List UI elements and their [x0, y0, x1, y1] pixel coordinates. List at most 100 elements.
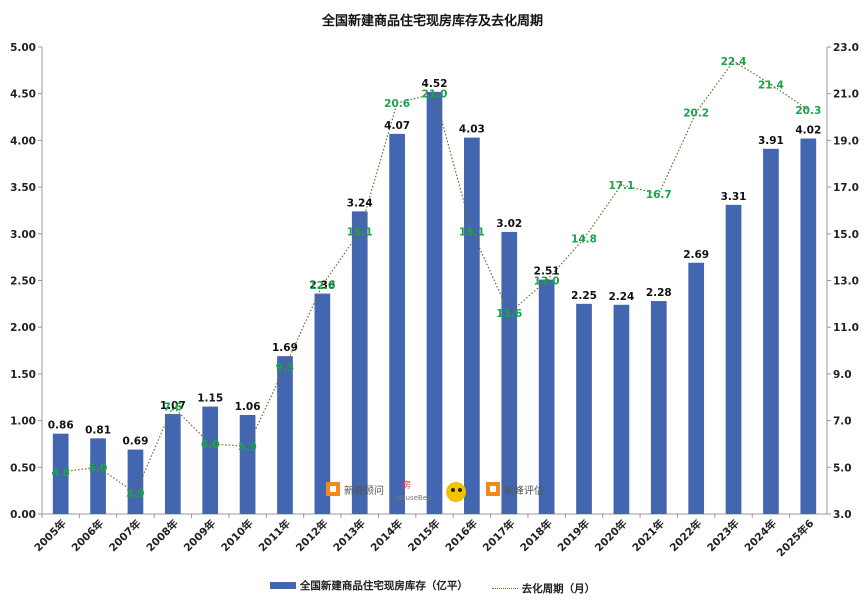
x-tick-label: 2014年: [368, 517, 406, 555]
chart-title: 全国新建商品住宅现房库存及去化周期: [321, 14, 543, 29]
line-point: [396, 102, 398, 104]
x-tick-label: 2021年: [630, 517, 668, 555]
bar: [127, 449, 144, 514]
line-point: [246, 445, 249, 448]
x-tick-label: 2017年: [480, 517, 518, 555]
line-point: [695, 111, 697, 114]
bar-value-label: 0.69: [122, 436, 148, 448]
legend-label-bar: 全国新建商品住宅现房库存（亿平）: [299, 580, 468, 592]
bar: [239, 414, 256, 514]
left-tick-label: 4.00: [10, 135, 36, 147]
bar: [464, 137, 480, 514]
bar-value-label: 3.02: [496, 218, 522, 230]
x-tick-label: 2006年: [69, 517, 107, 555]
bar-value-label: 3.91: [758, 135, 784, 147]
legend-swatch-line: [491, 588, 518, 589]
bar: [202, 406, 219, 514]
line-point: [321, 284, 324, 286]
right-tick-label: 15.0: [833, 229, 859, 241]
bar-value-label: 2.24: [608, 291, 634, 303]
bar-value-label: 2.69: [683, 249, 709, 261]
line-point: [59, 471, 62, 473]
bar: [613, 304, 630, 514]
line-value-label: 21.4: [758, 79, 784, 91]
line-point: [545, 279, 548, 282]
line-value-label: 15.1: [459, 226, 485, 238]
line-point: [732, 60, 735, 62]
x-tick-label: 2010年: [218, 517, 256, 555]
brand-name-1: 新峰顾问: [344, 484, 384, 497]
line-value-label: 4.8: [51, 467, 70, 479]
right-tick-label: 9.0: [833, 369, 852, 381]
line-point: [657, 193, 660, 195]
bar: [277, 356, 293, 514]
right-tick-label: 11.0: [833, 322, 859, 334]
bar-value-label: 4.03: [459, 124, 485, 136]
line-point: [620, 183, 623, 186]
line-value-label: 9.3: [276, 362, 295, 374]
legend-label-line: 去化周期（月）: [521, 583, 596, 595]
right-tick-label: 7.0: [833, 416, 852, 428]
bar: [800, 138, 817, 515]
legend: 全国新建商品住宅现房库存（亿平） 去化周期（月）: [0, 578, 865, 596]
left-tick-label: 1.50: [10, 369, 36, 381]
bar-value-label: 3.31: [721, 191, 747, 203]
right-tick-label: 23.0: [833, 42, 859, 54]
bar: [90, 438, 106, 514]
bar-value-label: 4.52: [422, 78, 448, 90]
left-tick-label: 0.50: [10, 462, 36, 474]
bar-value-label: 1.69: [272, 342, 298, 354]
line-point: [97, 466, 99, 469]
bar-value-label: 0.86: [48, 420, 74, 432]
bar: [538, 279, 555, 514]
bar: [389, 133, 405, 514]
x-tick-label: 2023年: [704, 517, 742, 555]
legend-item-bar: 全国新建商品住宅现房库存（亿平）: [269, 578, 468, 593]
line-point: [358, 230, 361, 233]
right-tick-label: 19.0: [833, 135, 859, 147]
line-point: [471, 230, 473, 233]
line-value-label: 15.1: [347, 226, 373, 238]
bar: [314, 293, 331, 514]
x-tick-label: 2011年: [256, 517, 294, 555]
legend-item-line: 去化周期（月）: [491, 581, 596, 596]
x-tick-label: 2018年: [517, 517, 555, 555]
line-value-label: 20.3: [795, 105, 821, 117]
bar-value-label: 3.24: [347, 197, 373, 209]
line-value-label: 20.2: [683, 107, 709, 119]
left-tick-label: 3.50: [10, 182, 36, 194]
legend-swatch-bar: [269, 582, 296, 589]
bar: [650, 301, 667, 514]
line-value-label: 5.9: [238, 441, 257, 453]
bar-value-label: 4.02: [795, 125, 821, 137]
bar: [688, 262, 705, 514]
bar-value-label: 2.28: [646, 287, 672, 299]
line-value-label: 11.6: [496, 308, 522, 320]
bar: [52, 433, 69, 514]
brand-name-3: 新峰评估: [504, 484, 544, 497]
brand-name-2: HouseBee: [396, 494, 431, 502]
x-tick-label: 2020年: [592, 517, 630, 555]
line-value-label: 7.6: [164, 402, 183, 414]
line-series: [59, 60, 810, 494]
left-tick-label: 4.50: [10, 89, 36, 101]
left-tick-label: 2.50: [10, 276, 36, 288]
line-value-label: 16.7: [646, 189, 672, 201]
right-tick-label: 5.0: [833, 462, 852, 474]
x-tick-label: 2022年: [667, 517, 705, 555]
line-point: [134, 492, 137, 494]
x-tick-label: 2012年: [293, 517, 331, 555]
data-labels: 0.86 0.81 0.69 1.07 1.15 1.06 1.69 2.36 3.24 4.07…: [48, 56, 822, 500]
right-tick-label: 3.0: [833, 509, 852, 521]
line-point: [770, 83, 772, 86]
left-tick-label: 1.00: [10, 416, 36, 428]
bar-value-label: 1.15: [197, 393, 223, 405]
bar-value-label: 0.81: [85, 424, 111, 436]
line-value-label: 17.1: [608, 180, 634, 192]
line-point: [433, 92, 436, 95]
x-tick-label: 2013年: [331, 517, 369, 555]
x-tick-label: 2016年: [443, 517, 481, 555]
x-tick-label: 2005年: [32, 517, 70, 555]
line-value-label: 5.0: [89, 462, 108, 474]
line-point: [583, 237, 585, 240]
